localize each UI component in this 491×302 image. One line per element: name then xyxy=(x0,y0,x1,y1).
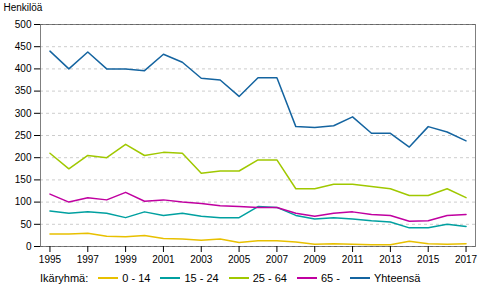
svg-text:2009: 2009 xyxy=(304,254,327,265)
html-text:25 - 64: 25 - 64 xyxy=(252,272,287,284)
svg-text:1997: 1997 xyxy=(77,254,100,265)
svg-text:Henkilöä: Henkilöä xyxy=(4,2,43,13)
svg-text:2015: 2015 xyxy=(417,254,440,265)
svg-text:250: 250 xyxy=(15,130,32,141)
svg-text:400: 400 xyxy=(15,63,32,74)
svg-text:2011: 2011 xyxy=(342,254,364,265)
svg-text:150: 150 xyxy=(15,174,32,185)
svg-text:2013: 2013 xyxy=(379,254,402,265)
svg-text:2005: 2005 xyxy=(228,254,251,265)
svg-text:200: 200 xyxy=(15,152,32,163)
html-text:65 -: 65 - xyxy=(320,272,340,284)
svg-text:2003: 2003 xyxy=(190,254,213,265)
svg-text:1995: 1995 xyxy=(39,254,62,265)
svg-text:2001: 2001 xyxy=(152,254,175,265)
svg-text:1999: 1999 xyxy=(114,254,137,265)
svg-text:2007: 2007 xyxy=(266,254,289,265)
svg-text:300: 300 xyxy=(15,108,32,119)
html-text:0 - 14: 0 - 14 xyxy=(122,272,151,284)
html-text:Yhteensä: Yhteensä xyxy=(373,272,421,284)
svg-text:2017: 2017 xyxy=(455,254,478,265)
svg-text:500: 500 xyxy=(15,19,32,30)
svg-text:450: 450 xyxy=(15,41,32,52)
html-text:15 - 24: 15 - 24 xyxy=(184,272,219,284)
svg-text:0: 0 xyxy=(26,241,32,252)
svg-text:350: 350 xyxy=(15,85,32,96)
html-text:Ikäryhmä:: Ikäryhmä: xyxy=(40,272,89,284)
svg-text:50: 50 xyxy=(20,219,32,230)
svg-text:100: 100 xyxy=(15,196,32,207)
